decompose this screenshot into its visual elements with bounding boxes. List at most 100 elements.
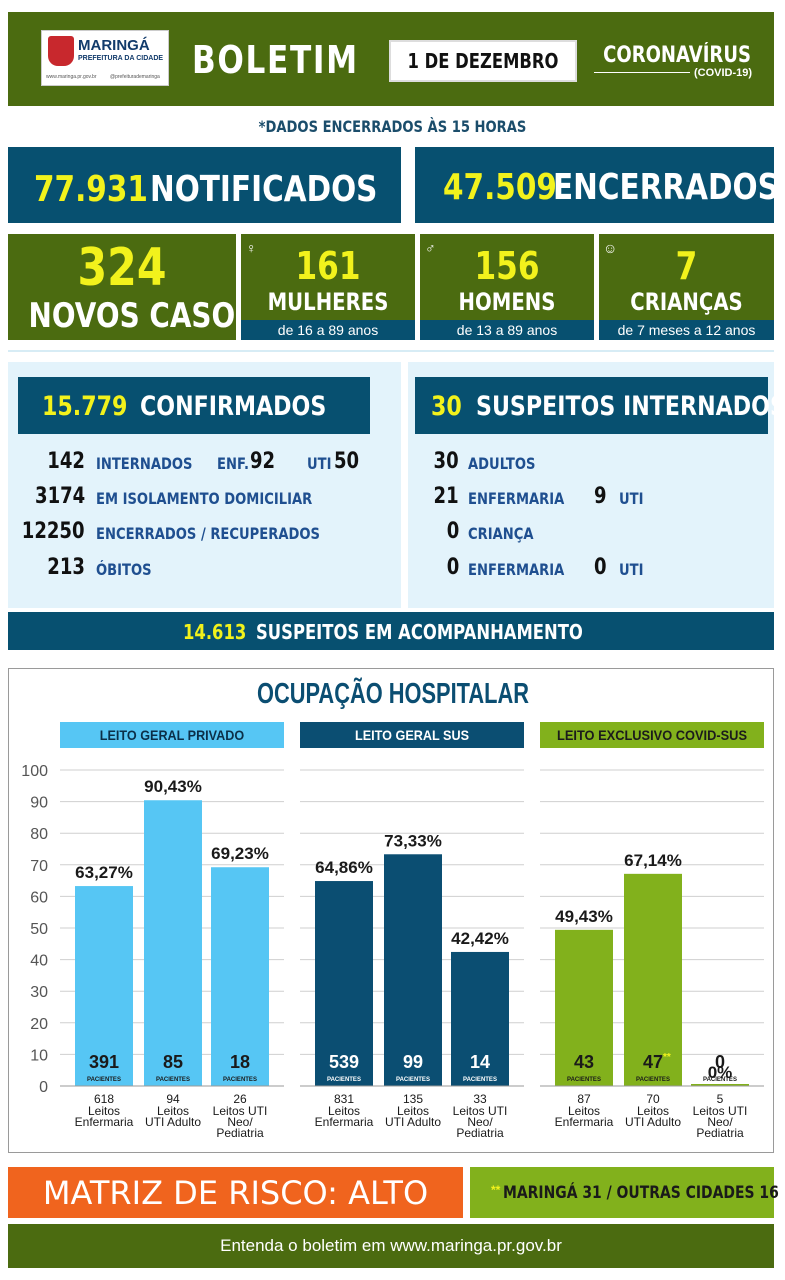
bar-category-label: Neo/ <box>707 1115 733 1129</box>
bar-patient-caption: PACIENTES <box>703 1077 737 1083</box>
bar-bed-count: 26 <box>233 1092 247 1106</box>
bar-percent-label: 63,27% <box>75 863 133 882</box>
bar-bed-count: 831 <box>334 1092 354 1106</box>
bar-percent-label: 69,23% <box>211 844 269 863</box>
bar-patient-count: 18 <box>230 1052 250 1072</box>
bar <box>451 951 509 1086</box>
monitoring-label: SUSPEITOS EM ACOMPANHAMENTO <box>256 620 583 644</box>
footer-bar <box>8 1224 774 1268</box>
bar <box>211 867 269 1086</box>
bar-patient-count: 14 <box>470 1052 490 1072</box>
y-tick-label: 10 <box>30 1047 48 1064</box>
bar-bed-count: 70 <box>646 1092 660 1106</box>
new-cases-box <box>8 234 236 340</box>
children-value: 7 <box>675 244 698 288</box>
y-tick-label: 50 <box>30 921 48 938</box>
bulletin-date: 1 DE DEZEMBRO <box>407 49 559 73</box>
bar-bed-count: 135 <box>403 1092 423 1106</box>
bar-category-label: Neo/ <box>227 1115 253 1129</box>
bar-patient-count: 85 <box>163 1052 183 1072</box>
bar-category-label: UTI Adulto <box>145 1115 201 1129</box>
adult-icu-value: 9 <box>594 484 607 509</box>
bar <box>144 800 202 1086</box>
suspects-label: SUSPEITOS INTERNADOS <box>476 391 785 422</box>
icu-value: 50 <box>334 449 360 474</box>
hospitalized-label: INTERNADOS <box>96 454 193 473</box>
y-tick-label: 80 <box>30 826 48 843</box>
suspects-value: 30 <box>431 391 462 422</box>
group-header-1 <box>60 722 284 748</box>
baby-icon: ☺ <box>603 240 618 256</box>
bar-patient-count: 47 <box>643 1052 663 1072</box>
group-header-label: LEITO GERAL PRIVADO <box>100 727 244 743</box>
closed-label: ENCERRADOS <box>553 167 779 208</box>
bar-category-label: UTI Adulto <box>625 1115 681 1129</box>
bar-category-label: Leitos <box>88 1104 120 1118</box>
bar-percent-label: 64,86% <box>315 858 373 877</box>
deaths-value: 213 <box>47 555 85 580</box>
city-logo: MARINGÁ PREFEITURA DA CIDADE www.maringa… <box>41 30 169 86</box>
notified-value: 77.931 <box>34 169 148 210</box>
bar-percent-label: 90,43% <box>144 777 202 796</box>
bar-patient-caption: PACIENTES <box>396 1077 430 1083</box>
recovered-value: 12250 <box>22 519 85 544</box>
bar-bed-count: 618 <box>94 1092 114 1106</box>
women-label: MULHERES <box>267 288 389 316</box>
bar-patient-caption: PACIENTES <box>87 1077 121 1083</box>
risk-note-box <box>470 1167 774 1218</box>
bar-percent-label: 73,33% <box>384 831 442 850</box>
group-header-2 <box>300 722 524 748</box>
logo-city-name: MARINGÁ <box>78 37 150 54</box>
risk-note: MARINGÁ 31 / OUTRAS CIDADES 16 <box>503 1183 779 1203</box>
bar-category-label: Pediatria <box>216 1126 264 1140</box>
ward-label: ENF. <box>217 454 249 473</box>
icu-label: UTI <box>307 454 332 473</box>
bar-category-label: Leitos <box>328 1104 360 1118</box>
new-cases-value: 324 <box>77 238 167 298</box>
footer-text: Entenda o boletim em www.maringa.pr.gov.… <box>220 1236 562 1255</box>
bar-patient-caption: PACIENTES <box>636 1077 670 1083</box>
monitoring-bar <box>8 612 774 650</box>
bar-percent-label: 49,43% <box>555 907 613 926</box>
bar-bed-count: 5 <box>717 1092 724 1106</box>
bulletin-title: BOLETIM <box>192 38 359 82</box>
confirmed-value: 15.779 <box>42 391 128 422</box>
coat-of-arms-icon <box>48 36 74 66</box>
chart-title: OCUPAÇÃO HOSPITALAR <box>257 676 529 710</box>
group-header-label: LEITO GERAL SUS <box>355 727 469 743</box>
bar-category-label: Enfermaria <box>555 1115 614 1129</box>
bar-category-label: Leitos <box>397 1104 429 1118</box>
children-range: de 7 meses a 12 anos <box>599 320 774 340</box>
man-icon: ♂ <box>425 240 436 256</box>
bar-patient-count: 539 <box>329 1052 359 1072</box>
men-label: HOMENS <box>458 288 556 316</box>
bar <box>315 881 373 1086</box>
bar-patient-count: 43 <box>574 1052 594 1072</box>
men-range: de 13 a 89 anos <box>420 320 594 340</box>
topic-subtitle: (COVID-19) <box>694 67 753 79</box>
confirmed-header <box>18 377 370 434</box>
woman-icon: ♀ <box>246 240 257 256</box>
bar-category-label: Leitos <box>637 1104 669 1118</box>
child-value: 0 <box>446 519 459 544</box>
group-header-3 <box>540 722 764 748</box>
bar <box>555 929 613 1086</box>
adult-ward-label: ENFERMARIA <box>468 489 565 508</box>
bar-category-label: Neo/ <box>467 1115 493 1129</box>
hospitalized-value: 142 <box>47 449 85 474</box>
y-tick-label: 30 <box>30 984 48 1001</box>
y-tick-label: 90 <box>30 795 48 812</box>
bar-patient-mark: ** <box>663 1052 671 1063</box>
bar <box>384 854 442 1086</box>
bar <box>75 886 133 1086</box>
bar-patient-caption: PACIENTES <box>156 1077 190 1083</box>
women-range: de 16 a 89 anos <box>241 320 415 340</box>
deaths-label: ÓBITOS <box>96 560 152 579</box>
bar-category-label: Leitos <box>568 1104 600 1118</box>
bar-category-label: UTI Adulto <box>385 1115 441 1129</box>
children-box <box>599 234 774 320</box>
child-label: CRIANÇA <box>468 524 534 543</box>
bar-patient-count: 0 <box>715 1052 725 1072</box>
bar-percent-label: 67,14% <box>624 851 682 870</box>
